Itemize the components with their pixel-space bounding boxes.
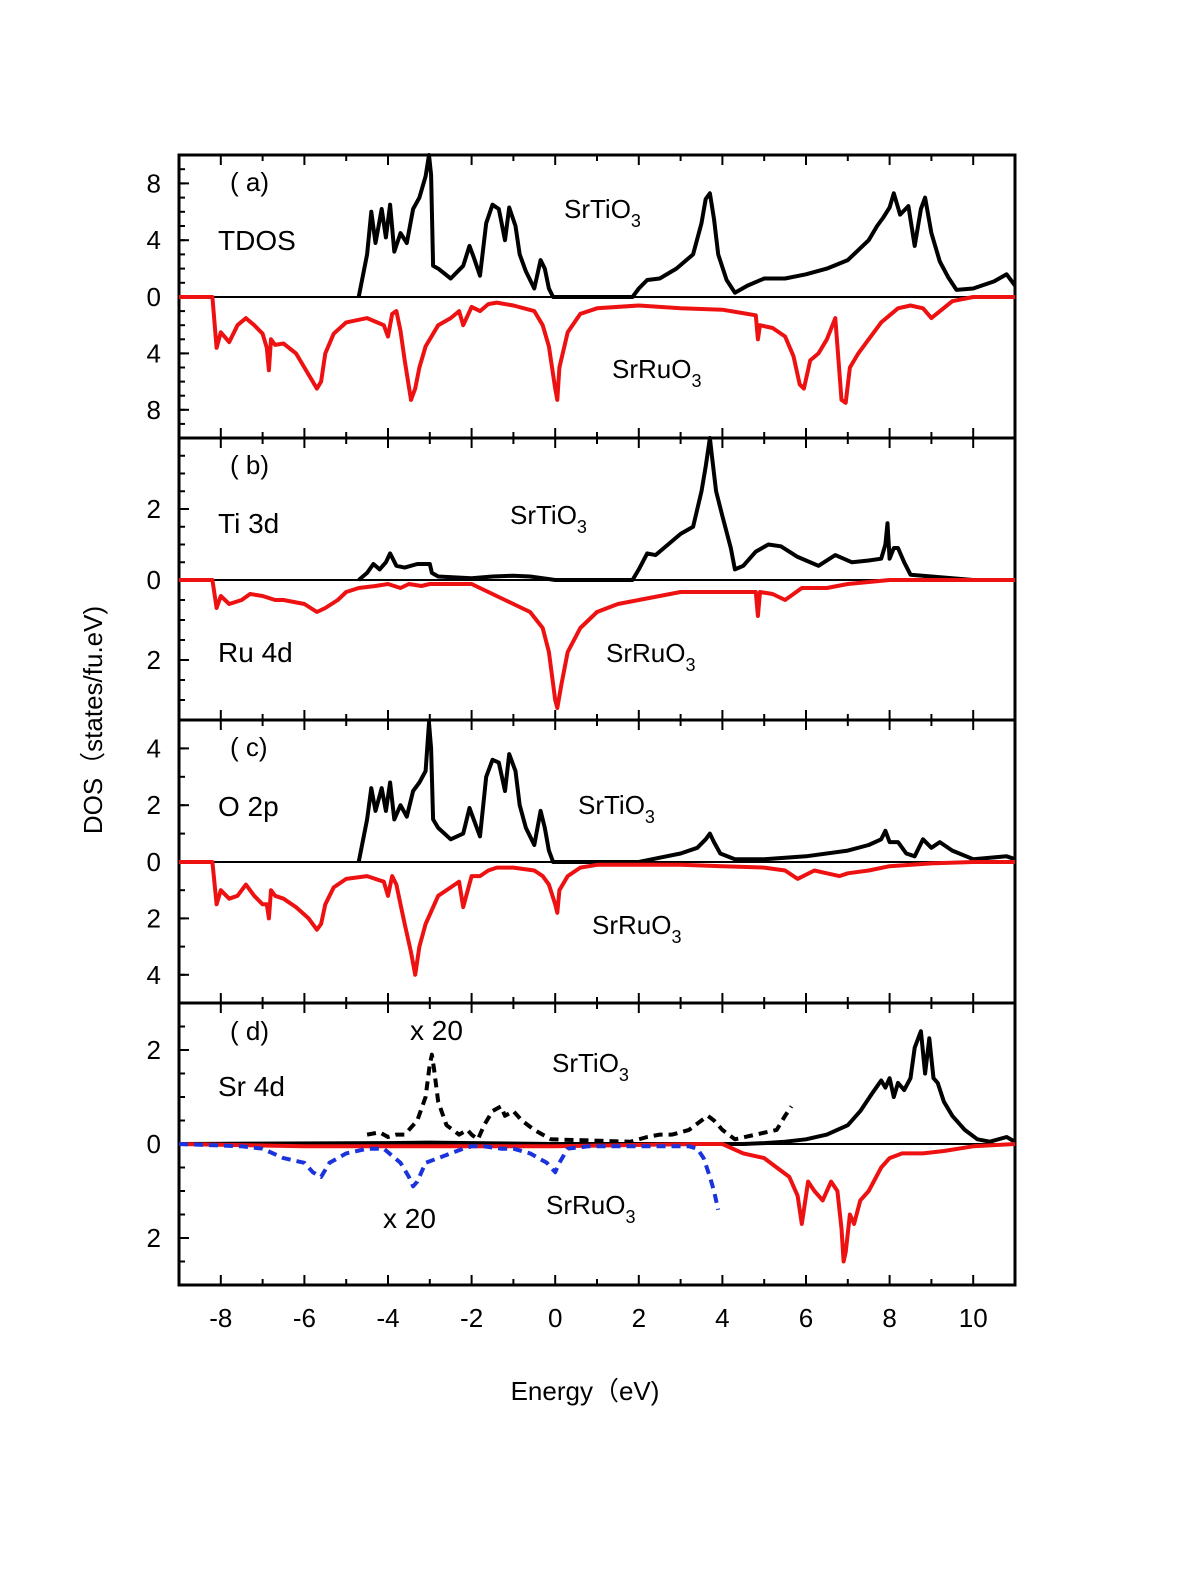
y-tick-label: 8 [147, 395, 161, 425]
y-tick-label: 0 [147, 565, 161, 595]
x-tick-label: 6 [799, 1303, 813, 1333]
scale-annotation: x 20 [410, 1015, 463, 1046]
x-tick-label: -6 [293, 1303, 316, 1333]
y-tick-label: 0 [147, 847, 161, 877]
x-tick-label: 0 [548, 1303, 562, 1333]
upper-compound-label: SrTiO3 [552, 1048, 629, 1085]
x-tick-label: -4 [376, 1303, 399, 1333]
y-axis-label: DOS（states/fu.eV) [78, 606, 108, 834]
series-line [178, 1142, 721, 1211]
series-line [356, 720, 1016, 864]
upper-compound-label: SrTiO3 [510, 500, 587, 537]
scale-annotation: x 20 [383, 1203, 436, 1234]
y-tick-label: 2 [147, 645, 161, 675]
panel-label: TDOS [218, 225, 296, 256]
panel-letter: ( d) [230, 1016, 269, 1046]
lower-compound-label: SrRuO3 [592, 910, 681, 947]
series-line [178, 1142, 1016, 1264]
panel-letter: ( a) [230, 167, 269, 197]
y-tick-label: 4 [147, 225, 161, 255]
y-tick-label: 2 [147, 1223, 161, 1253]
panel-2: 0 2 2 ( b) Ti 3d Ru 4d SrTiO3 SrRuO3 [147, 436, 1017, 722]
panel-3: 0 2 4 2 4 ( c) O 2p SrTiO3 SrRuO3 [147, 718, 1017, 1005]
panel-4: 0 2 2 ( d) Sr 4d SrTiO3 SrRuO3 x 20 x 20 [147, 1001, 1017, 1287]
y-tick-label: 2 [147, 790, 161, 820]
series-line [179, 295, 1015, 405]
x-tick-labels: -8 -6 -4 -2 0 2 4 6 8 10 [209, 1303, 987, 1333]
y-tick-label: 4 [147, 960, 161, 990]
upper-compound-label: SrTiO3 [564, 194, 641, 231]
series-line [357, 436, 1015, 582]
y-tick-label: 8 [147, 168, 161, 198]
lower-compound-label: SrRuO3 [612, 354, 701, 391]
panel-letter: ( c) [230, 732, 268, 762]
x-tick-label: 8 [882, 1303, 896, 1333]
y-tick-label: 4 [147, 733, 161, 763]
y-tick-label: 2 [147, 1035, 161, 1065]
panel-lower-label: Ru 4d [218, 637, 293, 668]
y-tick-label: 2 [147, 903, 161, 933]
lower-compound-label: SrRuO3 [546, 1190, 635, 1227]
dos-panels: 0 4 8 4 8 ( a) TDOS SrTiO3 SrRuO3 0 2 2 ( b) Ti 3d Ru … [147, 153, 1017, 1287]
x-axis-label: Energy（eV) [511, 1376, 660, 1406]
series-line [179, 860, 1015, 977]
x-tick-label: 2 [632, 1303, 646, 1333]
panel-label: Sr 4d [218, 1071, 285, 1102]
y-tick-label: 0 [147, 282, 161, 312]
y-tick-label: 0 [147, 1129, 161, 1159]
y-tick-label: 2 [147, 494, 161, 524]
x-tick-label: 10 [959, 1303, 988, 1333]
panel-letter: ( b) [230, 450, 269, 480]
panel-1: 0 4 8 4 8 ( a) TDOS SrTiO3 SrRuO3 [147, 153, 1017, 440]
lower-compound-label: SrRuO3 [606, 638, 695, 675]
panel-label: Ti 3d [218, 508, 279, 539]
series-line [356, 153, 1017, 299]
x-tick-label: -8 [209, 1303, 232, 1333]
y-tick-label: 4 [147, 338, 161, 368]
x-tick-label: -2 [460, 1303, 483, 1333]
upper-compound-label: SrTiO3 [578, 790, 655, 827]
panel-label: O 2p [218, 791, 279, 822]
x-tick-label: 4 [715, 1303, 729, 1333]
series-line [179, 578, 1015, 710]
